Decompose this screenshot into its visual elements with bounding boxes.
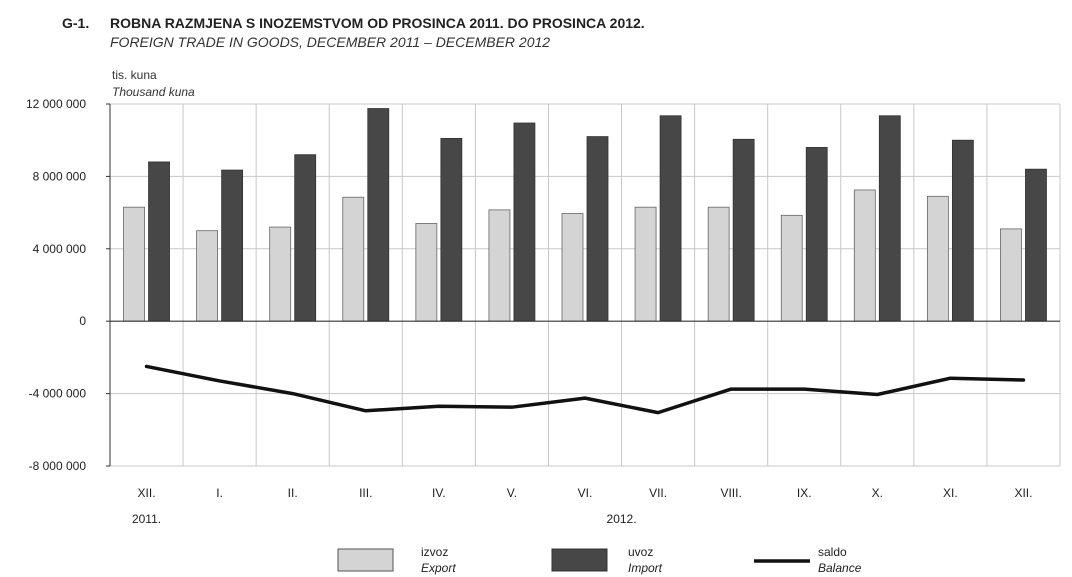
bar-import-7 (659, 115, 682, 322)
legend-label-import: uvoz (628, 545, 653, 559)
bar-import-9 (805, 147, 828, 322)
legend-label-export-en: Export (421, 561, 456, 575)
bar-export-4 (415, 223, 438, 322)
bar-export-3 (342, 196, 365, 322)
x-tick-label-5: V. (507, 486, 517, 500)
y-tick-label-1: 8 000 000 (33, 169, 87, 183)
bar-export-1 (196, 230, 219, 322)
grid (110, 103, 1061, 467)
chart-subtitle: FOREIGN TRADE IN GOODS, DECEMBER 2011 – … (110, 34, 550, 50)
bar-export-5 (488, 209, 511, 322)
legend: izvoz Export uvoz Import saldo Balance (337, 545, 862, 575)
bar-export-6 (561, 213, 584, 322)
x-tick-label-4: IV. (432, 486, 446, 500)
y-tick-label-3: 0 (79, 314, 86, 328)
bar-export-12 (1000, 228, 1022, 322)
x-tick-label-1: I. (216, 486, 223, 500)
bar-import-1 (221, 169, 244, 322)
bar-import-11 (951, 139, 974, 322)
x-tick-label-10: X. (872, 486, 883, 500)
x-tick-label-9: IX. (797, 486, 812, 500)
bar-import-0 (148, 161, 170, 322)
bar-import-6 (586, 136, 609, 322)
bar-export-2 (269, 226, 292, 322)
y-axis-labels: 12 000 000 8 000 000 4 000 000 0 -4 000 000 -… (26, 97, 110, 473)
legend-label-balance: saldo (818, 545, 847, 559)
y-tick-label-2: 4 000 000 (33, 242, 87, 256)
unit-label-en: Thousand kuna (112, 85, 195, 99)
bar-export-0 (123, 206, 145, 322)
legend-swatch-export (337, 548, 394, 572)
legend-label-import-en: Import (628, 561, 663, 575)
axes (109, 104, 1060, 466)
x-tick-label-2: II. (288, 486, 298, 500)
x-axis-labels: XII. I. II. III. IV. V. VI. VII. VIII. IX. X. XI. XI… (132, 486, 1033, 526)
x-tick-label-0: XII. (138, 486, 156, 500)
x-tick-label-12: XII. (1014, 486, 1032, 500)
bars (123, 108, 1047, 322)
y-tick-label-4: -4 000 000 (29, 387, 87, 401)
x-tick-label-7: VII. (649, 486, 667, 500)
x-tick-label-11: XI. (943, 486, 958, 500)
x-tick-label-6: VI. (578, 486, 593, 500)
bar-import-8 (732, 138, 755, 322)
bar-import-3 (367, 108, 390, 322)
legend-label-export: izvoz (421, 545, 448, 559)
bar-import-4 (440, 137, 463, 322)
bar-import-10 (878, 115, 901, 322)
chart-title: ROBNA RAZMJENA S INOZEMSTVOM OD PROSINCA… (110, 15, 645, 31)
bar-export-7 (634, 206, 657, 322)
bar-export-8 (707, 206, 730, 322)
legend-label-balance-en: Balance (818, 561, 862, 575)
balance-line-group (144, 364, 1026, 415)
balance-line (144, 364, 1026, 415)
bar-export-11 (926, 195, 949, 322)
chart-title-prefix: G-1. (62, 15, 89, 31)
bar-import-2 (294, 154, 317, 322)
bar-export-10 (853, 189, 876, 322)
year-label-1: 2012. (607, 512, 637, 526)
unit-label: tis. kuna (112, 68, 157, 82)
y-tick-label-5: -8 000 000 (29, 459, 87, 473)
bar-export-9 (780, 214, 803, 322)
legend-swatch-import (551, 548, 608, 572)
bar-import-12 (1025, 168, 1047, 322)
x-tick-label-8: VIII. (720, 486, 741, 500)
year-label-0: 2011. (132, 512, 161, 526)
y-tick-label-0: 12 000 000 (26, 97, 86, 111)
x-tick-label-3: III. (359, 486, 372, 500)
bar-import-5 (513, 122, 536, 322)
